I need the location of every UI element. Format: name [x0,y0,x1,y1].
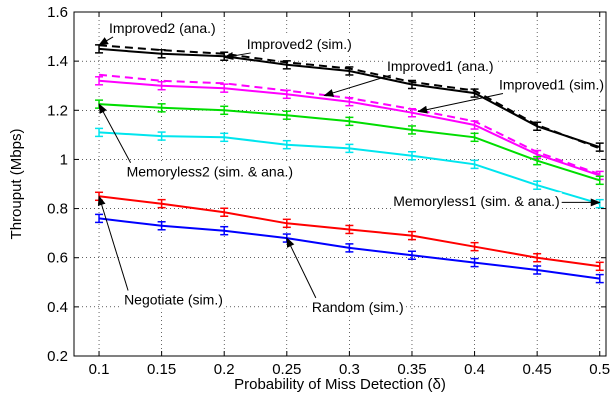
x-tick-label: 0.4 [464,361,485,378]
annotation-arrow [223,52,251,60]
x-tick-label: 0.1 [89,361,110,378]
annotation-text: Negotiate (sim.) [124,291,223,307]
annotation-arrow [98,36,114,46]
y-tick-label: 0.8 [47,201,68,218]
y-tick-label: 0.6 [47,250,68,267]
annotation-background [244,34,354,53]
y-tick-label: 1.2 [47,102,68,119]
x-axis-label: Probability of Miss Detection (δ) [234,376,446,393]
annotation-text: Improved2 (sim.) [247,36,352,52]
y-tick-label: 1 [60,151,68,168]
x-tick-label: 0.2 [214,361,235,378]
y-axis-label: Throuput (Mbps) [8,129,25,240]
series-improved1-ana [98,73,601,176]
y-tick-label: 1.6 [47,4,68,21]
y-tick-label: 0.4 [47,299,68,316]
annotation-background [384,57,496,76]
annotation-background [391,192,562,211]
annotation-background [496,75,606,94]
x-tick-label: 0.15 [147,361,176,378]
annotation-text: Improved2 (ana.) [109,20,216,36]
annotation-background [107,18,218,37]
series-line-improved1-ana [98,73,601,176]
series-layer [95,44,604,284]
annotation-arrow [98,103,132,163]
x-tick-label: 0.3 [339,361,360,378]
annotation-text: Improved1 (ana.) [387,58,494,74]
annotation-background [309,297,406,316]
annotation: Improved1 (sim.) [417,75,606,114]
annotation-background [122,290,225,309]
y-tick-label: 1.4 [47,53,68,70]
annotation-text: Random (sim.) [312,299,404,315]
annotation-text: Memoryless1 (sim. & ana.) [393,193,559,209]
annotation-arrow [323,74,392,97]
annotation-arrow [417,92,504,114]
annotation-text: Memoryless2 (sim. & ana.) [127,164,293,180]
series-memoryless1 [95,127,604,209]
annotation: Random (sim.) [286,237,406,316]
annotation-background [124,162,296,181]
series-line-improved2-ana [98,44,601,150]
annotation: Improved2 (ana.) [98,18,218,46]
annotation-text: Improved1 (sim.) [499,76,604,92]
annotations: Improved2 (ana.) Improved2 (sim.) Improved… [97,18,606,316]
annotation: Improved2 (sim.) [223,34,354,60]
annotation-arrow [286,237,317,299]
plot-frame [73,11,607,357]
axis-ticks: 0.1 0.15 0.2 0.25 0.3 0.35 0.4 0.45 0.5 0.2 0.4 0.6… [47,4,610,378]
annotation: Improved1 (ana.) [323,57,496,97]
x-tick-label: 0.5 [589,361,610,378]
annotation: Memoryless1 (sim. & ana.) [391,192,601,211]
annotation-arrow [97,195,129,291]
x-tick-label: 0.35 [397,361,426,378]
y-tick-label: 0.2 [47,348,68,365]
x-tick-label: 0.25 [272,361,301,378]
annotation: Negotiate (sim.) [97,195,225,309]
annotation: Memoryless2 (sim. & ana.) [98,103,296,181]
x-tick-label: 0.45 [523,361,552,378]
